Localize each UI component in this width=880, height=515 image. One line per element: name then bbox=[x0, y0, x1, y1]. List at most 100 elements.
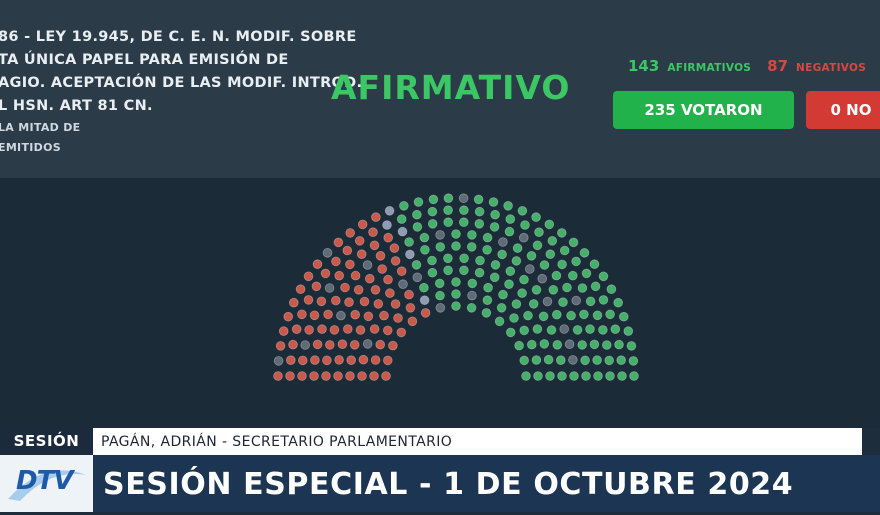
seat-affirmative bbox=[546, 325, 557, 335]
seat-affirmative bbox=[459, 253, 469, 264]
seat-affirmative bbox=[419, 282, 429, 293]
seat-affirmative bbox=[459, 205, 469, 216]
seat-affirmative bbox=[531, 212, 541, 222]
seat-negative bbox=[322, 355, 332, 366]
seat-affirmative bbox=[592, 310, 603, 321]
seat-negative bbox=[383, 274, 393, 285]
seat-affirmative bbox=[589, 259, 600, 269]
seat-affirmative bbox=[555, 355, 566, 366]
seat-negative bbox=[331, 295, 341, 306]
logo-text: DTV bbox=[16, 466, 73, 496]
seat-affirmative bbox=[434, 278, 445, 289]
seat-affirmative bbox=[443, 265, 453, 276]
seat-negative bbox=[331, 256, 341, 267]
seat-negative bbox=[303, 295, 314, 305]
seat-affirmative bbox=[526, 251, 537, 261]
afirmativos-count: 143 bbox=[628, 57, 660, 75]
seat-absent bbox=[559, 324, 570, 334]
seat-negative bbox=[363, 311, 374, 322]
seat-affirmative bbox=[451, 277, 461, 287]
seat-affirmative bbox=[490, 209, 500, 220]
vote-header-panel bbox=[0, 0, 880, 178]
seat-negative bbox=[379, 310, 389, 321]
seat-absent bbox=[542, 296, 553, 307]
seat-absent bbox=[412, 272, 423, 283]
seat-absent bbox=[362, 339, 373, 349]
seat-affirmative bbox=[558, 297, 568, 307]
seat-negative bbox=[297, 355, 308, 366]
seat-affirmative bbox=[617, 371, 627, 381]
seat-affirmative bbox=[459, 265, 469, 276]
seat-absent bbox=[518, 232, 529, 243]
seat-negative bbox=[405, 303, 416, 313]
seat-negative bbox=[404, 289, 414, 300]
seat-negative bbox=[340, 282, 350, 293]
seat-affirmative bbox=[590, 281, 601, 292]
seat-affirmative bbox=[404, 237, 414, 247]
seat-affirmative bbox=[538, 311, 549, 322]
seat-negative bbox=[324, 340, 335, 350]
seat-negative bbox=[345, 228, 355, 238]
seat-affirmative bbox=[496, 303, 507, 313]
seat-affirmative bbox=[482, 295, 493, 305]
seat-affirmative bbox=[566, 310, 576, 321]
seat-affirmative bbox=[473, 194, 484, 205]
seat-affirmative bbox=[610, 324, 621, 335]
seat-absent bbox=[564, 339, 575, 350]
seat-affirmative bbox=[427, 206, 438, 217]
seat-affirmative bbox=[399, 200, 409, 211]
seat-affirmative bbox=[427, 255, 437, 266]
seat-affirmative bbox=[419, 232, 430, 243]
seat-negative bbox=[288, 339, 298, 350]
seat-affirmative bbox=[488, 197, 499, 207]
seat-affirmative bbox=[623, 326, 634, 336]
seat-affirmative bbox=[412, 209, 422, 220]
negativos-label: NEGATIVOS bbox=[796, 62, 867, 74]
seat-affirmative bbox=[427, 267, 438, 278]
seat-affirmative bbox=[616, 355, 627, 366]
seat-affirmative bbox=[557, 259, 567, 270]
seat-negative bbox=[369, 240, 380, 251]
seat-affirmative bbox=[580, 355, 590, 366]
seat-negative bbox=[316, 296, 327, 307]
seat-affirmative bbox=[628, 356, 639, 366]
seat-negative bbox=[369, 371, 379, 381]
seat-negative bbox=[334, 355, 344, 365]
seat-negative bbox=[303, 271, 314, 282]
seat-affirmative bbox=[572, 325, 583, 335]
seat-affirmative bbox=[467, 278, 478, 289]
seat-affirmative bbox=[551, 270, 562, 281]
seat-affirmative bbox=[517, 205, 528, 216]
seat-affirmative bbox=[532, 240, 543, 251]
seat-affirmative bbox=[618, 311, 629, 322]
seat-affirmative bbox=[413, 197, 424, 207]
seat-affirmative bbox=[539, 339, 550, 349]
seat-negative bbox=[389, 243, 400, 253]
seat-affirmative bbox=[543, 354, 554, 365]
seat-affirmative bbox=[459, 217, 469, 228]
seat-negative bbox=[377, 264, 387, 274]
seat-affirmative bbox=[531, 355, 542, 365]
seat-negative bbox=[383, 232, 393, 243]
seat-affirmative bbox=[556, 228, 567, 238]
seat-affirmative bbox=[545, 249, 556, 259]
seat-affirmative bbox=[569, 371, 579, 381]
seat-affirmative bbox=[482, 244, 492, 255]
seat-affirmative bbox=[467, 230, 477, 240]
seat-affirmative bbox=[544, 219, 555, 230]
seat-affirmative bbox=[559, 245, 570, 256]
seat-affirmative bbox=[547, 235, 558, 246]
seat-absent bbox=[571, 295, 582, 306]
seat-affirmative bbox=[481, 308, 492, 318]
seat-affirmative bbox=[443, 253, 453, 264]
seat-negative bbox=[345, 371, 355, 381]
seat-negative bbox=[311, 281, 322, 292]
seat-absent bbox=[336, 310, 346, 321]
seat-negative bbox=[357, 371, 367, 381]
seat-affirmative bbox=[411, 260, 422, 270]
chamber-seat-chart bbox=[273, 193, 639, 381]
seat-negative bbox=[278, 326, 289, 336]
seat-affirmative bbox=[593, 371, 603, 381]
seat-absent bbox=[498, 237, 508, 247]
seat-affirmative bbox=[490, 260, 501, 270]
